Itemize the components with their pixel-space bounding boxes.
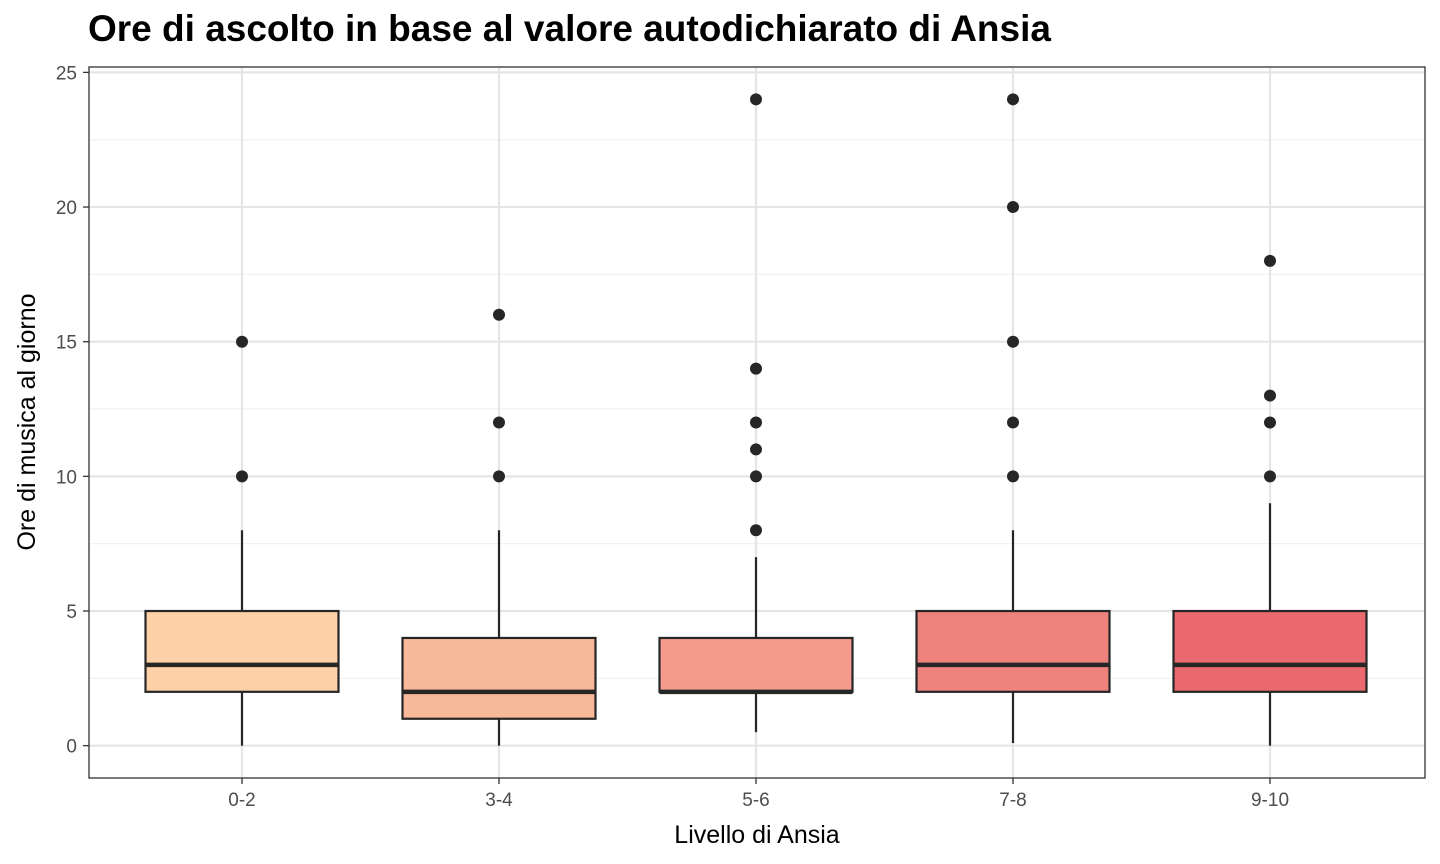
x-tick-label: 5-6 [742, 790, 769, 811]
outlier-point [236, 335, 248, 348]
box [144, 609, 340, 693]
box-group [144, 335, 340, 746]
outlier-point [1007, 93, 1019, 106]
outlier-point [1264, 470, 1276, 483]
outlier-point [1264, 254, 1276, 267]
x-axis-title: Livello di Ansia [674, 821, 839, 849]
box-group [1172, 254, 1368, 746]
outlier-point [493, 416, 505, 429]
outlier-point [1007, 416, 1019, 429]
box [401, 636, 597, 720]
box-group [915, 93, 1111, 743]
box [1172, 609, 1368, 693]
box [915, 609, 1111, 693]
panel-border [88, 66, 1426, 779]
x-tick-label: 3-4 [485, 790, 513, 811]
outlier-point [1264, 416, 1276, 429]
y-tick-label: 15 [56, 333, 77, 354]
outlier-point [750, 470, 762, 483]
y-tick-label: 10 [56, 467, 77, 488]
outlier-point [1007, 201, 1019, 214]
y-tick-label: 25 [56, 63, 77, 84]
outlier-point [236, 470, 248, 483]
y-tick-label: 5 [66, 602, 77, 623]
y-tick-label: 0 [66, 737, 77, 758]
x-tick-label: 9-10 [1251, 790, 1289, 811]
chart-title: Ore di ascolto in base al valore autodic… [88, 8, 1051, 49]
y-tick-label: 20 [56, 198, 77, 219]
outlier-point [750, 93, 762, 106]
outlier-point [1007, 335, 1019, 348]
boxes [144, 93, 1368, 746]
outlier-point [750, 443, 762, 456]
outlier-point [493, 470, 505, 483]
x-tick-label: 0-2 [228, 790, 255, 811]
outlier-point [750, 362, 762, 375]
outlier-point [493, 308, 505, 321]
x-tick-label: 7-8 [999, 790, 1026, 811]
y-axis-title: Ore di musica al giorno [13, 293, 41, 550]
box-group [658, 93, 854, 733]
outlier-point [1007, 470, 1019, 483]
outlier-point [750, 524, 762, 537]
axes: 0 5 10 15 20 25 0-2 3-4 5-6 7-8 9-10 [56, 63, 1289, 811]
outlier-point [1264, 389, 1276, 402]
box-group [401, 308, 597, 746]
outlier-point [750, 416, 762, 429]
box [658, 636, 854, 693]
